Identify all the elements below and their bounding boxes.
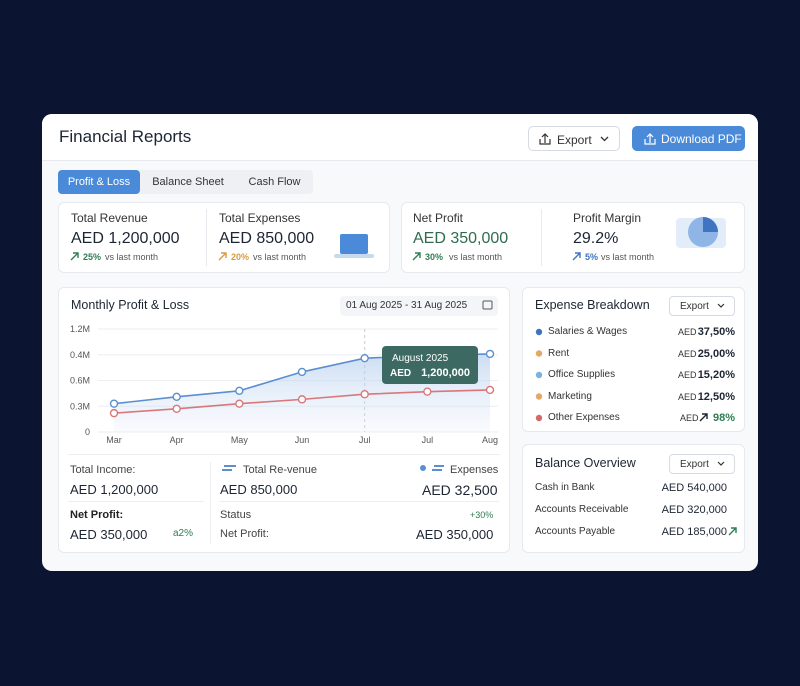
tab[interactable]: Balance Sheet [152,176,224,188]
row-currency: AED [678,370,697,380]
legend-label: Total Re-venue [243,464,317,476]
row-label: Marketing [548,390,592,402]
row-value: AED 320,000 [661,504,727,516]
row-currency: AED [678,391,697,402]
kpi-change: 30% [425,252,444,262]
divider [210,462,211,544]
kpi-label: Total Revenue [71,211,148,225]
kpi-panel [58,202,390,273]
row-currency: AED [678,327,697,337]
download-button[interactable]: Download PDF [632,126,745,151]
export-button[interactable]: Export [669,454,735,474]
row-value: 98% [712,412,735,424]
panel-title: Balance Overview [535,456,636,470]
summary-value: AED 32,500 [422,482,498,498]
kpi-label: Profit Margin [573,211,642,225]
kpi-value: 29.2% [573,230,619,247]
row-value: 37,50% [697,326,735,338]
chart-title: Monthly Profit & Loss [71,298,190,312]
summary-value: AED 850,000 [220,482,298,497]
kpi-note: vs last month [253,252,307,262]
row-label: Salaries & Wages [548,326,628,337]
tab[interactable]: Cash Flow [248,176,301,188]
tab[interactable]: Profit & Loss [58,170,140,194]
divider [206,209,207,266]
kpi-value: AED 1,200,000 [71,230,180,247]
kpi-note: vs last month [601,252,655,262]
divider [68,501,204,502]
row-value: 12,50% [697,390,735,403]
row-label: Other Expenses [548,412,620,423]
export-button[interactable]: Export [528,126,620,151]
kpi-value: AED 350,000 [413,230,509,247]
summary-change: a2% [173,528,194,539]
balance-panel [522,444,745,553]
row-label: Rent [548,347,570,359]
summary-value: AED 350,000 [416,527,494,542]
summary-label: Net Profit: [220,528,269,540]
summary-label: Net Profit: [70,509,124,521]
panel-title: Expense Breakdown [535,298,650,312]
summary-label: Total Income: [70,464,136,476]
divider [68,454,500,455]
summary-value: AED 1,200,000 [70,482,159,497]
kpi-label: Net Profit [413,211,464,225]
expense-panel [522,287,745,432]
divider [541,209,542,266]
kpi-change: 5% [585,252,599,262]
kpi-note: vs last month [449,252,503,262]
row-value: 15,20% [697,369,735,381]
row-label: Accounts Payable [535,526,616,537]
chart-panel [58,287,510,553]
export-button[interactable]: Export [669,296,735,316]
kpi-change: 25% [83,252,102,262]
divider [219,501,499,502]
row-value: AED 540,000 [661,482,727,494]
summary-value: AED 350,000 [70,527,148,542]
kpi-value: AED 850,000 [219,230,315,247]
kpi-change: 20% [231,252,250,262]
date-range[interactable]: 01 Aug 2025 - 31 Aug 2025 [340,296,498,316]
row-value: 25,00% [697,347,735,360]
summary-label: Status [220,509,252,521]
row-label: Accounts Receivable [535,504,629,515]
row-currency: AED [680,413,699,423]
kpi-note: vs last month [105,252,159,262]
page-title: Financial Reports [59,127,192,146]
kpi-label: Total Expenses [219,211,301,225]
legend-label: Expenses [450,464,499,476]
summary-change: +30% [470,510,494,520]
row-label: Cash in Bank [535,482,595,493]
row-value: AED 185,000 [661,526,727,538]
row-label: Office Supplies [548,369,616,380]
row-currency: AED [678,348,697,359]
